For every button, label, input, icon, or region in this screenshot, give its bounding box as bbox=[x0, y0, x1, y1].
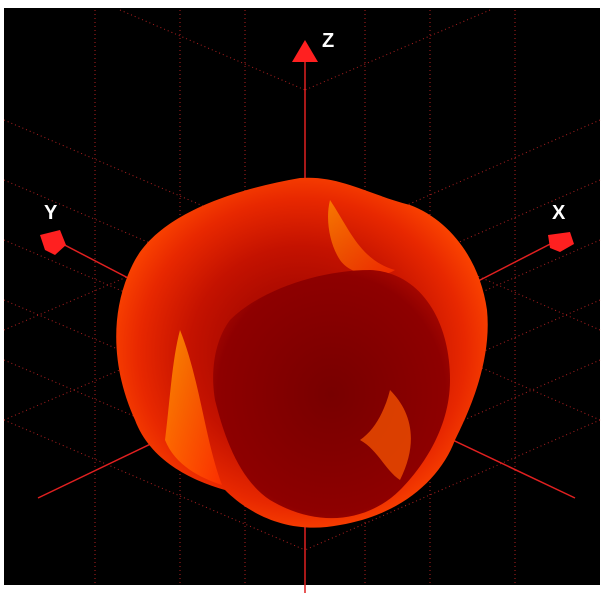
surface-highlight bbox=[360, 390, 411, 480]
axis-label: Y bbox=[44, 202, 58, 224]
axis-label: X bbox=[552, 202, 566, 224]
surface-highlight bbox=[328, 200, 395, 276]
axis-heads bbox=[40, 40, 574, 255]
surface-highlight bbox=[165, 330, 222, 485]
axis-label: Z bbox=[322, 30, 334, 52]
